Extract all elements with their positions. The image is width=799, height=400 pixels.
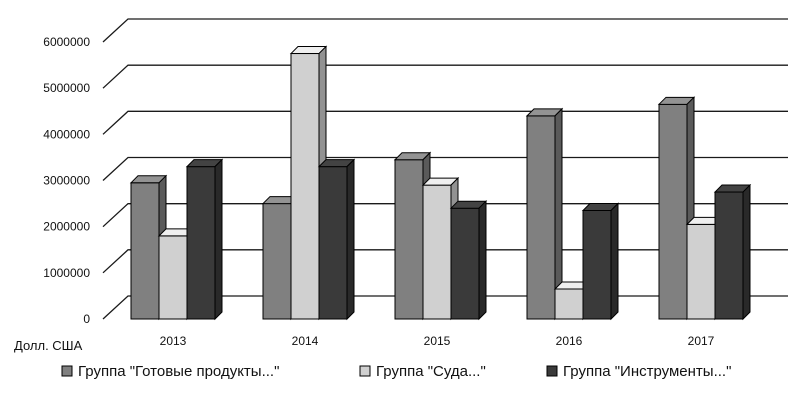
legend-swatch — [61, 365, 73, 377]
legend-item: Группа "Инструменты..." — [546, 363, 731, 380]
gridlines — [102, 18, 788, 320]
gridline — [102, 156, 788, 181]
bar — [185, 158, 224, 321]
gridline — [102, 18, 788, 43]
bar — [525, 107, 564, 321]
legend-item: Группа "Готовые продукты..." — [61, 363, 279, 380]
x-tick-label: 2016 — [556, 334, 583, 348]
bar — [581, 202, 620, 321]
bar — [449, 199, 488, 321]
y-tick-label: 1000000 — [43, 266, 90, 280]
y-tick-label: 6000000 — [43, 35, 90, 49]
x-tick-label: 2014 — [292, 334, 319, 348]
y-tick-label: 2000000 — [43, 220, 90, 234]
gridline — [102, 64, 788, 89]
unit-label: Долл. США — [14, 338, 83, 353]
legend-item: Группа "Суда..." — [359, 363, 486, 380]
y-tick-label: 4000000 — [43, 127, 90, 141]
x-tick-label: 2015 — [424, 334, 451, 348]
y-axis-ticks: 0 1000000 2000000 3000000 4000000 5000000 6000… — [43, 35, 90, 326]
gridline — [102, 249, 788, 274]
gridline — [102, 110, 788, 135]
y-tick-label: 3000000 — [43, 174, 90, 188]
bars — [129, 45, 752, 321]
bar — [713, 183, 752, 321]
x-tick-label: 2013 — [160, 334, 187, 348]
y-tick-label: 0 — [83, 312, 90, 326]
x-tick-label: 2017 — [688, 334, 715, 348]
gridline — [102, 203, 788, 228]
legend-label: Группа "Суда..." — [376, 363, 486, 380]
legend-label: Группа "Инструменты..." — [563, 363, 731, 380]
y-tick-label: 5000000 — [43, 81, 90, 95]
legend-label: Группа "Готовые продукты..." — [78, 363, 279, 380]
bar — [129, 174, 168, 321]
legend: Группа "Готовые продукты..." Группа "Суда… — [61, 363, 731, 380]
bar — [317, 158, 356, 321]
x-axis-labels: 2013 2014 2015 2016 2017 — [160, 334, 715, 348]
legend-swatch — [546, 365, 558, 377]
legend-swatch — [359, 365, 371, 377]
